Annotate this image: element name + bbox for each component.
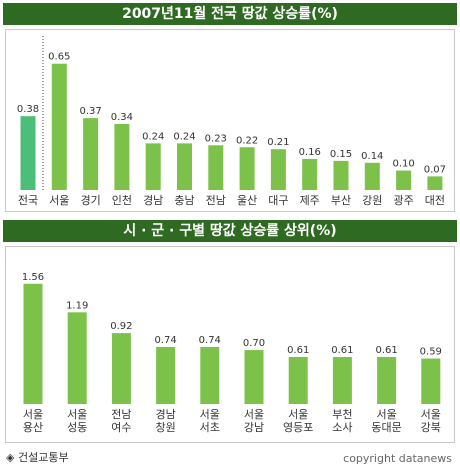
chart1-value-label-9: 0.16 bbox=[299, 147, 321, 158]
chart2-category-label-1-1: 성동 bbox=[67, 421, 87, 434]
chart2-bar-5 bbox=[244, 350, 264, 404]
chart1-bar-7 bbox=[239, 147, 255, 190]
chart1-value-label-3: 0.34 bbox=[111, 112, 133, 123]
chart1-value-label-7: 0.22 bbox=[236, 135, 258, 146]
chart2-category-label-3-1: 창원 bbox=[155, 421, 175, 434]
chart2-bar-7 bbox=[332, 356, 352, 404]
chart1-bar-6 bbox=[208, 145, 224, 190]
diamond-icon: ◈ bbox=[6, 451, 15, 464]
chart1-value-label-8: 0.21 bbox=[267, 137, 289, 148]
chart1-value-label-2: 0.37 bbox=[79, 106, 101, 117]
chart1-value-label-5: 0.24 bbox=[173, 131, 195, 142]
chart2-category-label-7-1: 소사 bbox=[332, 421, 352, 434]
chart1-plot: 0.38 전국 0.65 서울 0.37 경기 0.34 인천 0.24 경남 0.24 충남 0.23… bbox=[17, 36, 446, 207]
chart2-value-label-9: 0.59 bbox=[420, 347, 442, 358]
chart1-bar-8 bbox=[270, 149, 286, 190]
chart2-bar-3 bbox=[156, 346, 176, 404]
chart1-value-label-11: 0.14 bbox=[361, 151, 383, 162]
chart1-bar-1 bbox=[51, 63, 67, 190]
chart1-value-label-0: 0.38 bbox=[17, 104, 39, 115]
chart1-bar-12 bbox=[396, 170, 412, 190]
chart2-value-label-1: 1.19 bbox=[66, 300, 88, 311]
chart1-category-label-2: 경기 bbox=[80, 194, 100, 207]
chart2-category-label-8-1: 동대문 bbox=[371, 421, 401, 434]
chart1-value-label-6: 0.23 bbox=[205, 133, 227, 144]
chart2-bar-1 bbox=[67, 312, 87, 404]
chart2-plot: 1.56서울용산1.19서울성동0.92전남여수0.74경남창원0.74서울서초… bbox=[22, 272, 442, 434]
chart1-category-label-9: 제주 bbox=[300, 194, 320, 207]
chart1-category-label-12: 광주 bbox=[393, 194, 413, 207]
copyright-label: copyright datanews bbox=[343, 452, 452, 465]
chart1-value-label-1: 0.65 bbox=[48, 52, 70, 63]
chart1-value-label-10: 0.15 bbox=[330, 149, 352, 160]
chart1-category-label-6: 전남 bbox=[206, 194, 226, 207]
chart2-category-label-8-0: 서울 bbox=[376, 408, 396, 421]
chart2-category-label-4-1: 서초 bbox=[200, 421, 220, 434]
chart2-value-label-7: 0.61 bbox=[331, 345, 353, 356]
chart2-category-label-0-1: 용산 bbox=[23, 421, 43, 434]
chart2-value-label-4: 0.74 bbox=[199, 335, 221, 346]
chart2-panel: 1.56 서울 용산 1.19 서울 성동 0.92 전남 여수 0.74 경남 창원 0.74 서울 서초… bbox=[5, 246, 455, 443]
chart2-value-label-2: 0.92 bbox=[110, 321, 132, 332]
chart1-bar-3 bbox=[114, 123, 130, 190]
chart2-category-label-6-1: 영등포 bbox=[283, 421, 313, 434]
chart2-value-label-3: 0.74 bbox=[154, 335, 176, 346]
chart1-category-label-10: 부산 bbox=[331, 194, 351, 207]
chart1-category-label-0: 전국 bbox=[18, 194, 38, 207]
chart1-panel: 0.38 전국 0.65 서울 0.37 경기 0.34 인천 0.24 경남 0.24 충남 0.23… bbox=[5, 29, 455, 212]
chart1-category-label-3: 인천 bbox=[112, 193, 132, 207]
chart1-category-label-13: 대전 bbox=[425, 194, 445, 207]
chart2-category-label-3-0: 경남 bbox=[155, 408, 175, 421]
chart2-bar-6 bbox=[288, 356, 308, 404]
chart2-category-label-2-1: 여수 bbox=[111, 421, 131, 434]
chart1-title: 2007년11월 전국 땅값 상승률(%) bbox=[3, 3, 457, 25]
chart2-bar-4 bbox=[200, 346, 220, 404]
chart2-category-label-7-0: 부천 bbox=[332, 407, 352, 421]
chart1-bar-11 bbox=[364, 162, 380, 190]
chart2-category-label-5-0: 서울 bbox=[244, 408, 264, 421]
chart1-category-label-5: 충남 bbox=[174, 194, 194, 207]
chart1-bar-0 bbox=[20, 116, 36, 190]
chart1-category-label-11: 강원 bbox=[362, 194, 382, 207]
chart2-category-label-9-1: 강북 bbox=[421, 421, 441, 434]
chart1-bar-5 bbox=[177, 143, 192, 190]
chart1-value-label-12: 0.10 bbox=[392, 159, 414, 170]
chart1-bar-9 bbox=[302, 158, 318, 190]
chart1-bar-2 bbox=[83, 118, 99, 190]
chart1-bar-4 bbox=[145, 143, 161, 190]
chart2-category-label-5-1: 강남 bbox=[244, 421, 264, 434]
chart2-title: 시 · 군 · 구별 땅값 상승률 상위(%) bbox=[3, 220, 457, 242]
chart2-category-label-6-0: 서울 bbox=[288, 408, 308, 421]
chart1-value-label-13: 0.07 bbox=[424, 164, 446, 175]
chart2-value-label-0: 1.56 bbox=[22, 272, 44, 283]
chart1-bar-10 bbox=[333, 160, 349, 190]
chart2-bar-9 bbox=[421, 358, 441, 404]
chart2-bar-8 bbox=[377, 356, 397, 404]
chart2-bar-2 bbox=[111, 333, 131, 404]
source-note: ◈ 건설교통부 bbox=[6, 449, 69, 465]
chart1-category-label-8: 대구 bbox=[268, 194, 288, 207]
chart1-category-label-7: 울산 bbox=[237, 194, 257, 207]
chart2-value-label-6: 0.61 bbox=[287, 345, 309, 356]
chart2-category-label-1-0: 서울 bbox=[67, 408, 87, 421]
chart1-category-label-1: 서울 bbox=[49, 194, 69, 207]
chart2-category-label-0-0: 서울 bbox=[23, 408, 43, 421]
chart1-bar-13 bbox=[427, 176, 443, 190]
chart1-category-label-4: 경남 bbox=[143, 194, 163, 207]
chart2-value-label-8: 0.61 bbox=[375, 345, 397, 356]
chart1-value-label-4: 0.24 bbox=[142, 131, 164, 142]
chart2-bar-0 bbox=[23, 283, 43, 404]
chart2-category-label-9-0: 서울 bbox=[421, 408, 441, 421]
chart2-category-label-2-0: 전남 bbox=[111, 408, 131, 421]
source-label: 건설교통부 bbox=[17, 451, 69, 464]
chart2-category-label-4-0: 서울 bbox=[200, 408, 220, 421]
chart2-value-label-5: 0.70 bbox=[243, 338, 265, 349]
